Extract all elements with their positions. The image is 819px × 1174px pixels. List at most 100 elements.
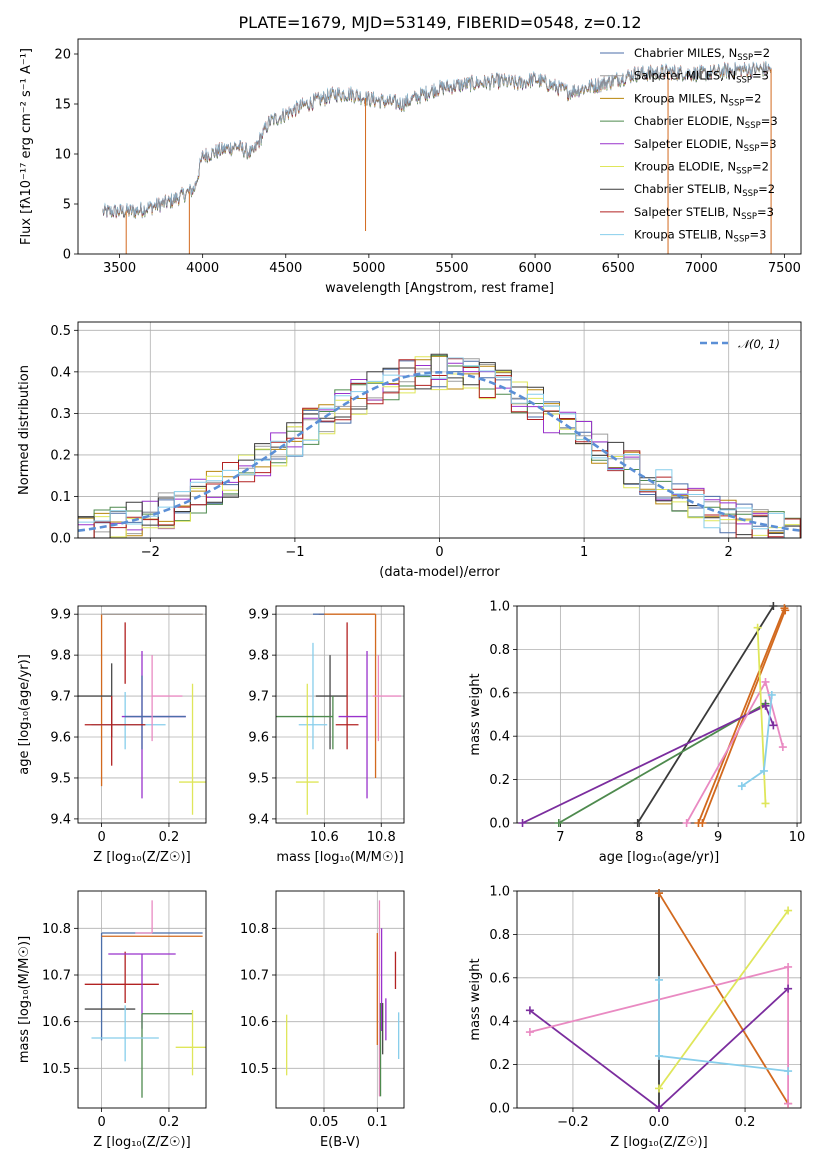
y-axis-label: age [log₁₀(age/yr)] <box>17 654 32 775</box>
figure-title: PLATE=1679, MJD=53149, FIBERID=0548, z=0… <box>238 13 641 32</box>
weight-marker-2-2 <box>784 984 793 993</box>
y-tick-label: 0 <box>63 248 71 263</box>
weight-line-3 <box>558 702 766 823</box>
y-tick-label: 20 <box>54 48 71 63</box>
y-tick-label: 0.2 <box>50 448 71 463</box>
weight-line-5 <box>658 980 789 1072</box>
x-axis-label: Z [log₁₀(Z/Z☉)] <box>93 850 190 865</box>
y-tick-label: 0.2 <box>489 773 510 788</box>
y-tick-label: 10.7 <box>42 969 71 984</box>
y-tick-label: 0.8 <box>489 643 510 658</box>
y-tick-label: 9.8 <box>248 649 269 664</box>
x-tick-label: 7 <box>556 830 564 845</box>
y-tick-label: 10.6 <box>42 1015 71 1030</box>
histogram-step-8 <box>78 357 801 538</box>
x-tick-label: 6500 <box>602 261 635 276</box>
y-tick-label: 0.0 <box>50 532 71 547</box>
weight-marker-4-1 <box>761 701 770 710</box>
x-axis-label: Z [log₁₀(Z/Z☉)] <box>610 1135 707 1150</box>
axes-frame <box>77 890 207 1109</box>
mass-weight-vs-metallicity-panel: −0.2 0.0 0.2 0.0 0.2 0.4 0.6 0.8 1.0 Z [log₁₀(Z/Z… <box>468 885 802 1150</box>
weight-marker-7-2 <box>767 690 776 699</box>
weight-marker-5-2 <box>778 743 787 752</box>
x-tick-label: 9 <box>714 830 722 845</box>
y-tick-label: 0.4 <box>489 730 510 745</box>
spectrum-line-8 <box>102 60 772 216</box>
y-tick-label: 9.8 <box>50 649 71 664</box>
mass-vs-metallicity-panel: 0 0.2 10.5 10.6 10.7 10.8 Z [log₁₀(Z/Z☉)] mass … <box>17 890 207 1150</box>
y-tick-label: 9.5 <box>248 771 269 786</box>
legend-label: Chabrier STELIB, NSSP=2 <box>634 182 775 199</box>
x-tick-label: 7500 <box>768 261 801 276</box>
plot-area <box>276 613 402 815</box>
y-tick-label: 0.4 <box>489 1015 510 1030</box>
legend-label: Kroupa MILES, NSSP=2 <box>634 91 761 108</box>
y-tick-label: 0.0 <box>489 1102 510 1117</box>
x-tick-label: 0.2 <box>159 830 180 845</box>
weight-marker-2-1 <box>780 604 789 613</box>
y-tick-label: 1.0 <box>489 600 510 615</box>
x-axis-label: (data-model)/error <box>379 565 500 580</box>
y-tick-label: 9.7 <box>248 690 269 705</box>
x-axis-label: E(B-V) <box>320 1135 360 1150</box>
x-tick-label: 10 <box>789 830 806 845</box>
legend-label: Kroupa ELODIE, NSSP=2 <box>634 160 769 177</box>
weight-marker-0-0 <box>633 819 642 827</box>
y-axis-label: Flux [fλ10⁻¹⁷ erg cm⁻² s⁻¹ A⁻¹] <box>19 48 34 245</box>
x-tick-label: 5500 <box>435 261 468 276</box>
legend-label: Salpeter MILES, NSSP=3 <box>634 69 769 86</box>
age-vs-metallicity-panel: 0 0.2 9.4 9.5 9.6 9.7 9.8 9.9 Z [log₁₀(Z/Z☉)] age… <box>17 605 207 865</box>
plot-area <box>84 900 206 1098</box>
mass-weight-vs-age-panel: 7 8 9 10 0.0 0.2 0.4 0.6 0.8 1.0 age [log₁₀(age/yr… <box>468 600 805 866</box>
x-tick-label: 2 <box>725 545 733 560</box>
plot-area <box>78 353 801 538</box>
weight-marker-0-1 <box>769 602 778 610</box>
axes-frame <box>77 605 207 824</box>
age-vs-mass-panel: 10.6 10.8 9.4 9.5 9.6 9.7 9.8 9.9 mass [log₁₀(M/… <box>248 605 405 865</box>
y-tick-label: 0.8 <box>489 928 510 943</box>
weight-line-0 <box>636 606 775 823</box>
legend-label: Salpeter ELODIE, NSSP=3 <box>634 137 777 154</box>
y-axis-label: Normed distribution <box>17 365 32 495</box>
x-tick-label: 0.05 <box>310 1115 339 1130</box>
legend-label: Kroupa STELIB, NSSP=3 <box>634 228 766 245</box>
weight-marker-3-1 <box>784 962 793 971</box>
y-tick-label: 9.9 <box>248 608 269 623</box>
x-tick-label: −2 <box>141 545 160 560</box>
y-tick-label: 15 <box>54 98 71 113</box>
weight-marker-2-0 <box>694 819 703 827</box>
weight-marker-1-0 <box>655 889 663 898</box>
mass-vs-ebv-panel: 0.05 0.1 10.5 10.6 10.7 10.8 E(B-V) <box>240 890 405 1150</box>
weight-marker-5-0 <box>682 819 691 827</box>
y-tick-label: 10 <box>54 148 71 163</box>
x-axis-label: age [log₁₀(age/yr)] <box>599 850 720 865</box>
x-tick-label: 8 <box>635 830 643 845</box>
legend-label: Chabrier ELODIE, NSSP=3 <box>634 114 778 131</box>
weight-line-2 <box>529 987 789 1108</box>
y-tick-label: 0.2 <box>489 1058 510 1073</box>
weight-line-6 <box>756 627 767 804</box>
y-tick-label: 9.6 <box>248 731 269 746</box>
y-axis-label: mass weight <box>468 673 483 755</box>
x-tick-label: 7000 <box>685 261 718 276</box>
y-tick-label: 0.4 <box>50 365 71 380</box>
x-tick-label: 4000 <box>186 261 219 276</box>
y-tick-label: 0.3 <box>50 407 71 422</box>
y-tick-label: 10.5 <box>42 1062 71 1077</box>
y-axis-label: mass weight <box>468 958 483 1040</box>
y-tick-label: 0.5 <box>50 324 71 339</box>
residuals-panel: −2 −1 0 1 2 0.0 0.1 0.2 0.3 0.4 0.5 (data-model)/er… <box>17 321 802 580</box>
weight-marker-3-2 <box>784 1099 793 1108</box>
weight-marker-5-1 <box>655 1051 663 1060</box>
x-tick-label: 0 <box>97 830 105 845</box>
axes-frame <box>275 890 405 1109</box>
y-tick-label: 9.6 <box>50 731 71 746</box>
weight-marker-2-1 <box>655 1104 663 1112</box>
plot-area <box>286 900 400 1097</box>
weight-line-4 <box>658 909 789 1090</box>
x-tick-label: 4500 <box>269 261 302 276</box>
weight-marker-2-0 <box>525 1006 534 1015</box>
y-tick-label: 0.6 <box>489 971 510 986</box>
weight-marker-7-1 <box>759 766 768 775</box>
y-tick-label: 0.6 <box>489 686 510 701</box>
